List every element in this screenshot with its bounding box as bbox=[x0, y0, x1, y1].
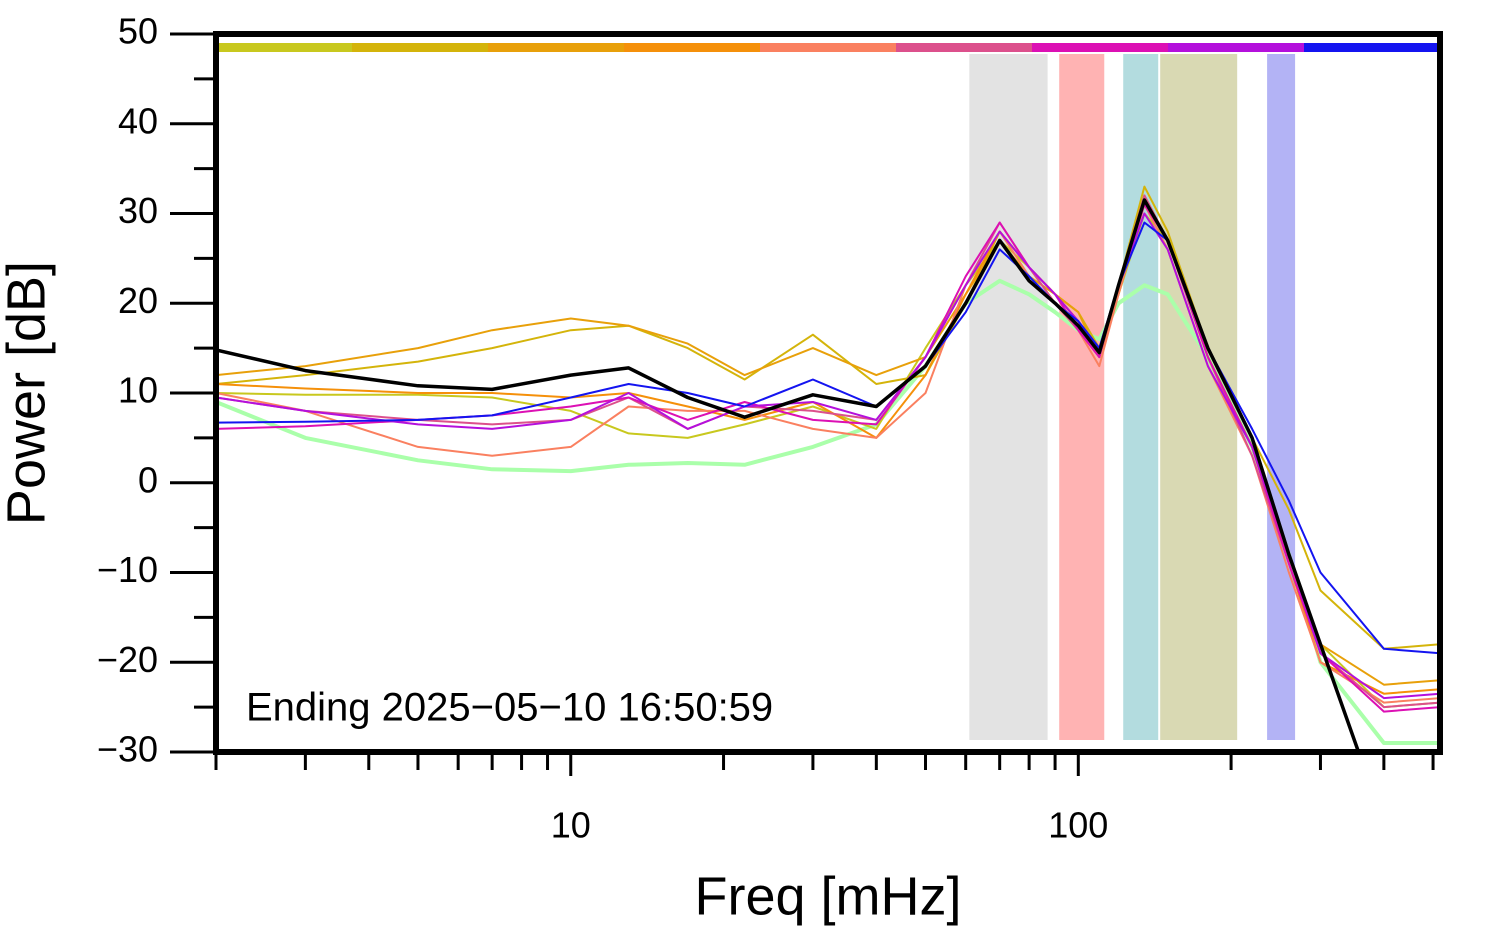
y-tick-label: 40 bbox=[118, 100, 158, 141]
color-bar-segment bbox=[1032, 43, 1168, 52]
y-tick-label: 30 bbox=[118, 190, 158, 231]
color-bar-segment bbox=[1168, 43, 1304, 52]
y-axis-label: Power [dB] bbox=[0, 261, 56, 525]
y-tick-label: 20 bbox=[118, 280, 158, 321]
axes: −30 −20 −10 0 10 20 30 40 50 10 100 bbox=[97, 11, 1435, 846]
x-axis-label: Freq [mHz] bbox=[694, 866, 961, 926]
annotation: Ending 2025−05−10 16:50:59 bbox=[246, 686, 773, 730]
color-bar bbox=[216, 43, 1440, 52]
y-tick-label: −30 bbox=[97, 729, 158, 770]
x-tick-label: 10 bbox=[551, 805, 591, 846]
band bbox=[1267, 54, 1296, 740]
y-tick-label: 50 bbox=[118, 11, 158, 52]
color-bar-segment bbox=[352, 43, 488, 52]
y-tick-label: −10 bbox=[97, 549, 158, 590]
lines bbox=[216, 185, 1440, 752]
band bbox=[969, 54, 1048, 740]
y-tick-label: 10 bbox=[118, 370, 158, 411]
color-bar-segment bbox=[216, 43, 352, 52]
y-tick-label: 0 bbox=[138, 459, 158, 500]
color-bar-segment bbox=[1304, 43, 1440, 52]
series-line bbox=[216, 198, 1361, 752]
color-bar-segment bbox=[624, 43, 760, 52]
x-tick-label: 100 bbox=[1048, 805, 1108, 846]
y-tick-label: −20 bbox=[97, 639, 158, 680]
color-bar-segment bbox=[760, 43, 896, 52]
series-line bbox=[216, 221, 1440, 655]
color-bar-segment bbox=[488, 43, 624, 52]
series-line bbox=[216, 212, 1440, 700]
band bbox=[1123, 54, 1159, 740]
bands bbox=[969, 54, 1296, 740]
color-bar-segment bbox=[896, 43, 1032, 52]
band bbox=[1059, 54, 1105, 740]
